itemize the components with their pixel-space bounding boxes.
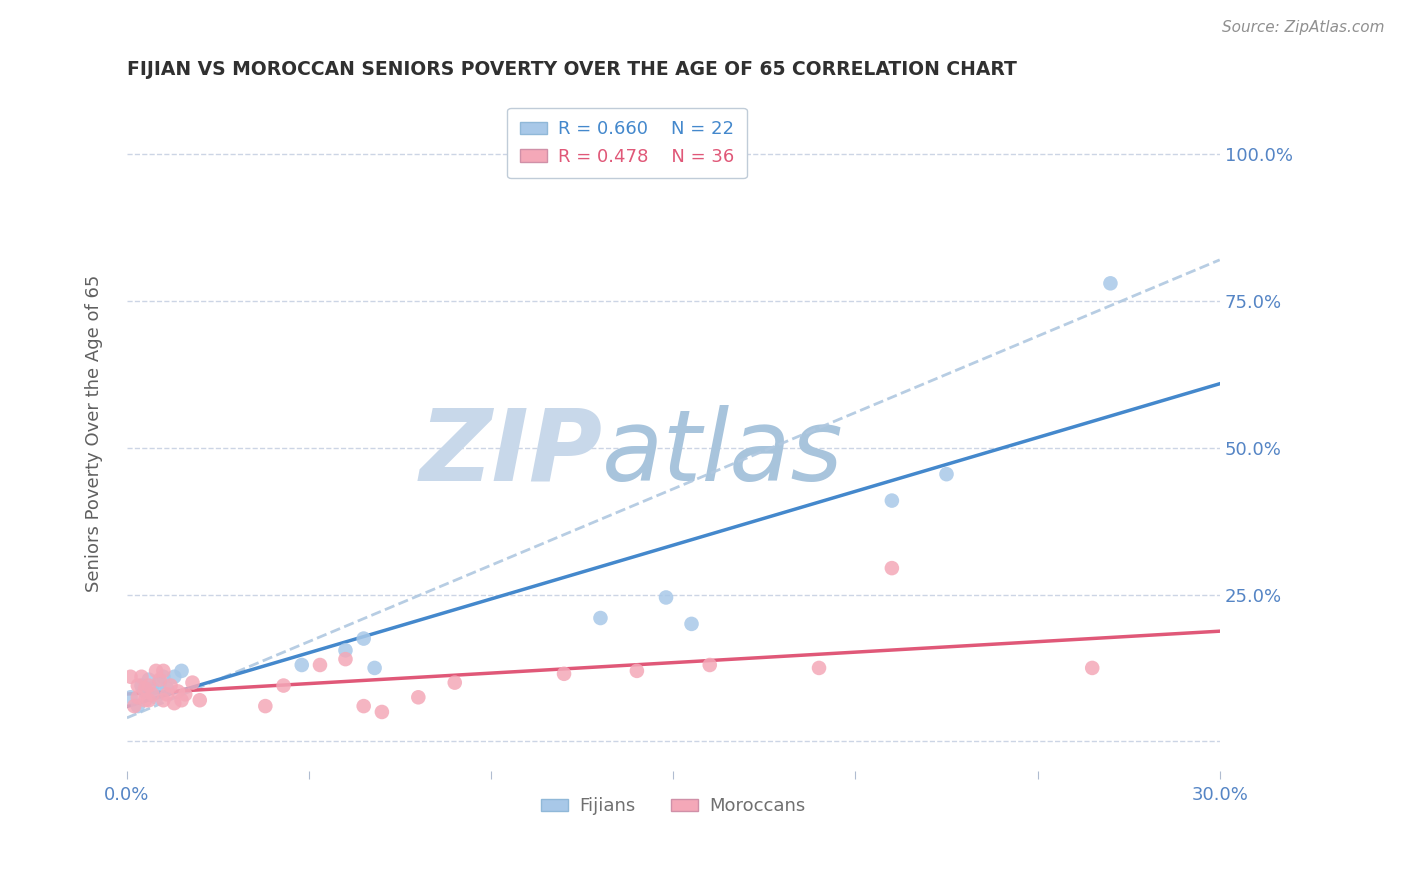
Point xyxy=(152,693,174,707)
Point xyxy=(880,493,903,508)
Point xyxy=(134,693,156,707)
Text: ZIP: ZIP xyxy=(419,405,602,502)
Point xyxy=(353,699,375,714)
Y-axis label: Seniors Poverty Over the Age of 65: Seniors Poverty Over the Age of 65 xyxy=(86,275,103,591)
Point xyxy=(127,699,149,714)
Point xyxy=(159,679,181,693)
Point xyxy=(152,670,174,684)
Point xyxy=(880,561,903,575)
Point xyxy=(1081,661,1104,675)
Point xyxy=(699,658,721,673)
Point xyxy=(408,690,430,705)
Point xyxy=(626,664,648,678)
Text: Source: ZipAtlas.com: Source: ZipAtlas.com xyxy=(1222,20,1385,35)
Point xyxy=(131,679,153,693)
Point xyxy=(127,679,149,693)
Point xyxy=(254,699,277,714)
Point xyxy=(335,652,357,666)
Point xyxy=(134,681,156,696)
Point xyxy=(131,670,153,684)
Point xyxy=(181,675,204,690)
Point xyxy=(589,611,612,625)
Legend: Fijians, Moroccans: Fijians, Moroccans xyxy=(534,790,813,822)
Text: FIJIAN VS MOROCCAN SENIORS POVERTY OVER THE AGE OF 65 CORRELATION CHART: FIJIAN VS MOROCCAN SENIORS POVERTY OVER … xyxy=(127,60,1017,78)
Point xyxy=(149,673,172,687)
Point xyxy=(163,670,186,684)
Point xyxy=(353,632,375,646)
Point xyxy=(291,658,314,673)
Point xyxy=(553,666,575,681)
Point xyxy=(138,673,160,687)
Point xyxy=(170,664,193,678)
Point xyxy=(167,684,190,698)
Point xyxy=(120,690,142,705)
Point xyxy=(188,693,211,707)
Point xyxy=(127,690,149,705)
Point xyxy=(174,687,197,701)
Point xyxy=(371,705,394,719)
Point xyxy=(145,664,167,678)
Point xyxy=(443,675,465,690)
Point xyxy=(681,616,703,631)
Point xyxy=(363,661,385,675)
Point xyxy=(141,681,163,696)
Point xyxy=(122,699,145,714)
Point xyxy=(138,679,160,693)
Point xyxy=(655,591,678,605)
Point xyxy=(120,670,142,684)
Point xyxy=(141,687,163,701)
Point xyxy=(273,679,295,693)
Point xyxy=(134,684,156,698)
Point xyxy=(163,696,186,710)
Text: atlas: atlas xyxy=(602,405,844,502)
Point xyxy=(149,675,172,690)
Point xyxy=(935,467,957,482)
Point xyxy=(152,664,174,678)
Point xyxy=(309,658,332,673)
Point xyxy=(1099,277,1122,291)
Point xyxy=(156,687,179,701)
Point xyxy=(156,681,179,696)
Point xyxy=(808,661,831,675)
Point xyxy=(145,690,167,705)
Point xyxy=(335,643,357,657)
Point xyxy=(170,693,193,707)
Point xyxy=(138,693,160,707)
